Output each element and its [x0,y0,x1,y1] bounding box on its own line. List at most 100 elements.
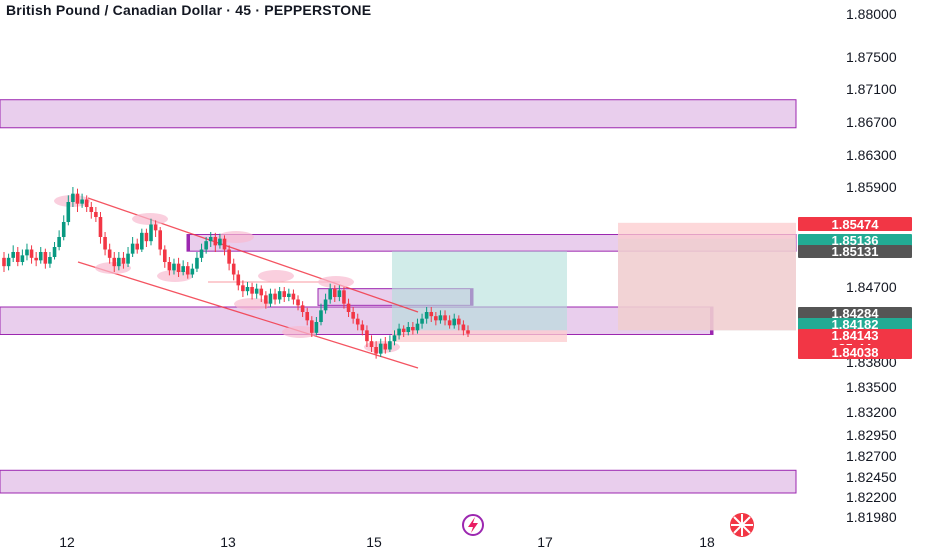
candle-18[interactable] [80,199,84,204]
candle-58[interactable] [264,295,268,304]
price-tag-1[interactable] [798,217,912,231]
candle-64[interactable] [291,293,296,300]
candle-35[interactable] [158,230,162,250]
candle-39[interactable] [176,263,181,272]
candle-62[interactable] [282,291,287,297]
candle-34[interactable] [153,224,158,231]
candle-40[interactable] [181,266,185,272]
candle-48[interactable] [218,238,222,246]
candle-20[interactable] [89,207,94,212]
candle-52[interactable] [236,274,241,286]
candle-46[interactable] [208,237,213,242]
candle-75[interactable] [342,290,346,304]
candle-86[interactable] [392,335,397,342]
candle-100[interactable] [457,318,461,325]
candle-94[interactable] [429,312,434,317]
candle-91[interactable] [415,323,420,331]
candle-9[interactable] [38,252,43,261]
candle-96[interactable] [438,315,443,321]
candle-25[interactable] [112,257,117,267]
candle-43[interactable] [195,257,199,269]
candle-1[interactable] [2,257,6,267]
candle-82[interactable] [374,347,378,354]
candle-81[interactable] [369,341,374,347]
candle-68[interactable] [310,320,314,333]
candle-31[interactable] [140,232,144,250]
channel-lower-line[interactable] [77,261,419,369]
candle-4[interactable] [15,252,20,262]
price-tag-2[interactable] [798,234,912,247]
candle-61[interactable] [277,291,282,300]
candle-71[interactable] [323,299,328,311]
candle-92[interactable] [420,318,424,324]
candle-66[interactable] [300,305,305,312]
price-tag-5[interactable] [798,318,912,331]
price-tag-3[interactable] [798,245,912,258]
candle-87[interactable] [397,328,401,336]
candle-15[interactable] [66,202,71,222]
candle-84[interactable] [383,343,388,350]
candle-2[interactable] [6,257,11,267]
candle-10[interactable] [43,252,48,264]
candle-80[interactable] [365,330,369,342]
candle-29[interactable] [130,243,135,254]
candle-14[interactable] [61,222,66,237]
candle-69[interactable] [314,322,319,333]
candle-27[interactable] [121,257,126,264]
candle-8[interactable] [34,257,38,261]
demand-zone-bottom[interactable] [0,469,797,494]
candle-24[interactable] [107,249,112,258]
candle-97[interactable] [443,315,447,321]
candle-13[interactable] [57,237,61,247]
candle-67[interactable] [305,312,310,321]
candle-70[interactable] [319,310,323,322]
candle-83[interactable] [378,343,383,354]
candle-44[interactable] [199,249,204,258]
candle-42[interactable] [190,268,195,275]
candle-36[interactable] [162,249,167,263]
candle-102[interactable] [466,330,470,334]
candle-26[interactable] [117,257,121,267]
candle-101[interactable] [461,324,466,331]
candle-37[interactable] [167,262,172,271]
candle-73[interactable] [332,288,337,297]
candle-32[interactable] [144,232,149,242]
candle-45[interactable] [204,241,208,250]
candle-65[interactable] [296,299,300,306]
candle-54[interactable] [245,287,250,292]
candle-19[interactable] [84,199,89,208]
candle-21[interactable] [94,212,98,217]
candle-55[interactable] [250,287,254,294]
candle-93[interactable] [424,312,429,319]
candle-63[interactable] [287,293,291,297]
candle-16[interactable] [71,193,75,202]
candle-74[interactable] [337,290,342,297]
position-1-stop-area[interactable] [392,330,567,342]
candle-3[interactable] [11,252,15,258]
candle-77[interactable] [351,312,355,319]
candle-99[interactable] [452,318,457,326]
supply-zone-top[interactable] [0,99,797,129]
candle-56[interactable] [254,288,259,294]
candle-6[interactable] [25,249,29,256]
candle-60[interactable] [273,293,277,300]
candle-17[interactable] [75,193,80,204]
price-tag-7[interactable] [798,345,912,359]
candle-85[interactable] [388,341,392,350]
position-1-profit-area[interactable] [392,251,567,331]
candle-5[interactable] [20,255,25,262]
candle-88[interactable] [401,328,406,332]
candle-12[interactable] [52,247,57,257]
candle-50[interactable] [227,249,231,264]
candle-76[interactable] [346,303,351,312]
candle-33[interactable] [149,224,153,242]
candle-11[interactable] [48,257,52,264]
position-2-stop-area[interactable] [618,222,796,331]
candle-23[interactable] [103,237,107,250]
candle-49[interactable] [222,238,227,250]
candle-38[interactable] [172,263,176,271]
candle-51[interactable] [231,263,236,275]
candle-47[interactable] [213,237,218,246]
